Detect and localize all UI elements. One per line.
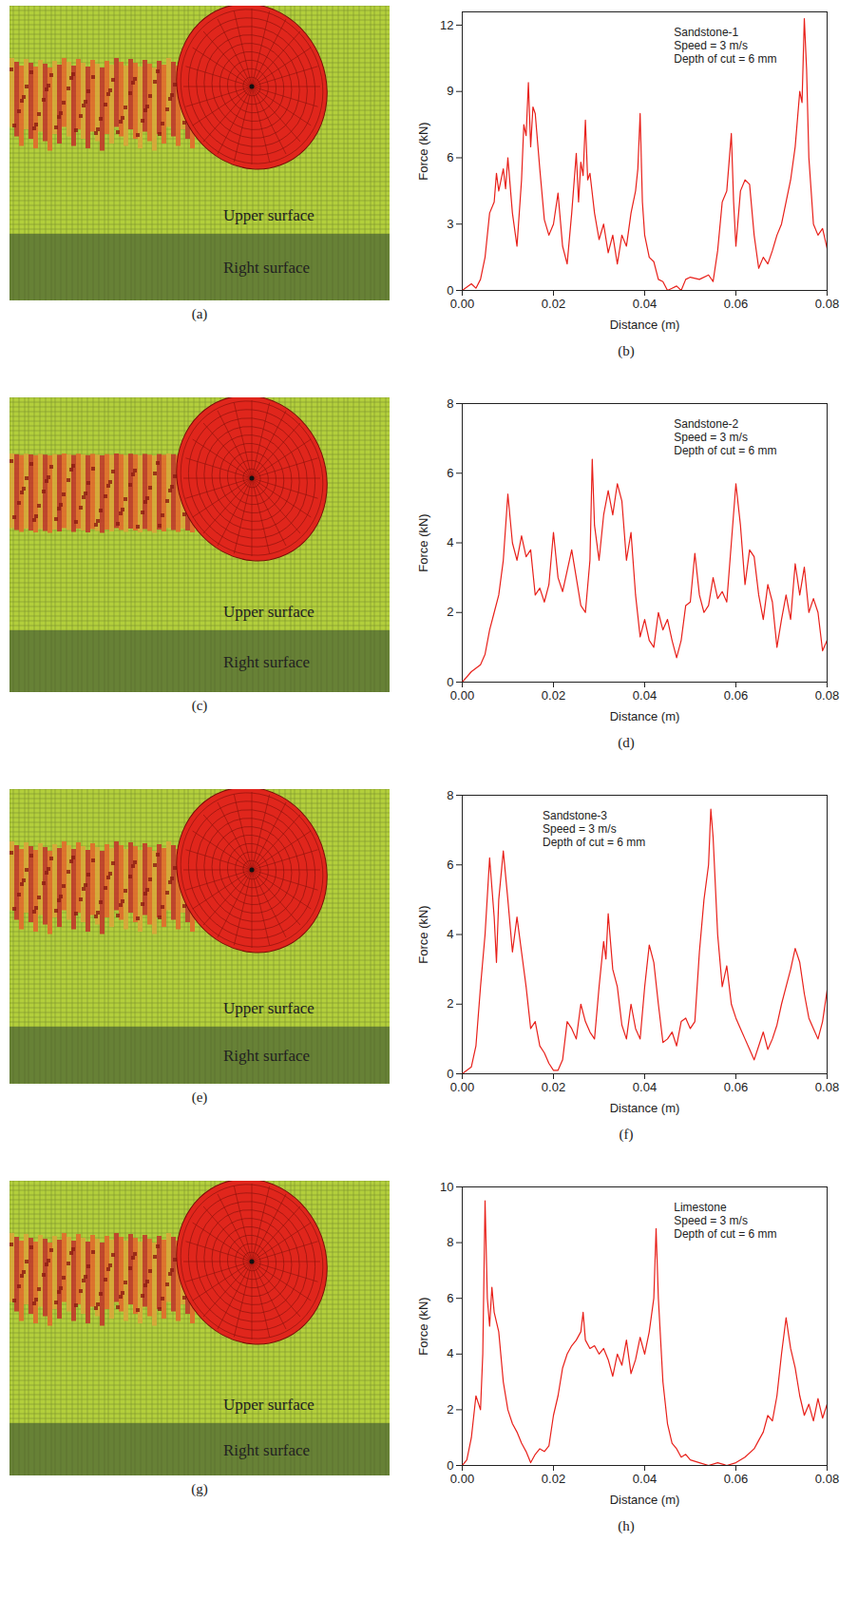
html-text:(d): (d): [617, 734, 635, 750]
svg-text:0.00: 0.00: [450, 1079, 475, 1094]
svg-text:Force (kN): Force (kN): [416, 1296, 431, 1354]
svg-text:Force (kN): Force (kN): [416, 513, 431, 572]
svg-text:0.06: 0.06: [724, 687, 748, 703]
svg-text:10: 10: [439, 1179, 454, 1194]
svg-text:4: 4: [446, 926, 454, 941]
svg-text:0.02: 0.02: [541, 1079, 566, 1094]
svg-text:8: 8: [446, 396, 454, 411]
svg-text:0.04: 0.04: [632, 1079, 657, 1094]
svg-text:Force (kN): Force (kN): [416, 121, 431, 180]
html-text:(c): (c): [191, 697, 208, 713]
svg-text:2: 2: [446, 1401, 454, 1416]
svg-text:0.04: 0.04: [632, 296, 657, 311]
svg-text:Right surface: Right surface: [223, 652, 310, 671]
svg-text:6: 6: [446, 1290, 454, 1305]
svg-text:8: 8: [446, 787, 454, 802]
html-text:(e): (e): [191, 1088, 208, 1105]
svg-text:0: 0: [446, 674, 454, 689]
svg-text:Upper surface: Upper surface: [223, 602, 315, 621]
svg-text:9: 9: [446, 83, 454, 98]
svg-text:Distance (m): Distance (m): [610, 317, 681, 332]
svg-text:0: 0: [446, 283, 454, 298]
svg-text:4: 4: [446, 534, 454, 550]
svg-text:0: 0: [446, 1066, 454, 1081]
svg-text:4: 4: [446, 1345, 454, 1360]
svg-text:0.06: 0.06: [724, 1470, 748, 1486]
svg-text:0.04: 0.04: [632, 1470, 657, 1486]
svg-text:2: 2: [446, 604, 454, 619]
svg-text:Upper surface: Upper surface: [223, 206, 315, 225]
svg-text:0.04: 0.04: [632, 687, 657, 703]
html-text:(g): (g): [191, 1480, 208, 1496]
html-text:(a): (a): [191, 305, 208, 322]
svg-text:0.00: 0.00: [450, 687, 475, 703]
svg-text:0: 0: [446, 1457, 454, 1472]
svg-text:Force (kN): Force (kN): [416, 904, 431, 963]
svg-text:0.02: 0.02: [541, 1470, 566, 1486]
svg-text:0.08: 0.08: [815, 296, 839, 311]
svg-text:0.02: 0.02: [541, 687, 566, 703]
svg-text:Right surface: Right surface: [223, 1440, 310, 1459]
svg-text:Distance (m): Distance (m): [610, 1100, 681, 1115]
svg-text:8: 8: [446, 1234, 454, 1249]
svg-text:Upper surface: Upper surface: [223, 1394, 315, 1413]
svg-text:Right surface: Right surface: [223, 1046, 310, 1065]
svg-text:6: 6: [446, 857, 454, 872]
svg-text:LimestoneSpeed = 3 m/sDepth of: LimestoneSpeed = 3 m/sDepth of cut = 6 m…: [673, 1200, 777, 1240]
svg-text:0.06: 0.06: [724, 296, 748, 311]
svg-text:0.06: 0.06: [724, 1079, 748, 1094]
svg-text:6: 6: [446, 150, 454, 165]
svg-text:Sandstone-2Speed = 3 m/sDepth: Sandstone-2Speed = 3 m/sDepth of cut = 6…: [673, 417, 777, 458]
svg-text:Sandstone-3Speed = 3 m/sDepth: Sandstone-3Speed = 3 m/sDepth of cut = 6…: [542, 808, 646, 849]
svg-text:0.00: 0.00: [450, 296, 475, 311]
svg-text:0.08: 0.08: [815, 1079, 839, 1094]
svg-text:12: 12: [439, 18, 454, 33]
svg-text:0.08: 0.08: [815, 687, 839, 703]
svg-text:Right surface: Right surface: [223, 258, 310, 277]
svg-text:0.00: 0.00: [450, 1470, 475, 1486]
svg-text:2: 2: [446, 995, 454, 1011]
html-text:(h): (h): [617, 1517, 635, 1533]
svg-text:6: 6: [446, 465, 454, 480]
svg-text:3: 3: [446, 216, 454, 231]
svg-text:Sandstone-1Speed = 3 m/sDepth: Sandstone-1Speed = 3 m/sDepth of cut = 6…: [673, 25, 777, 66]
svg-text:Upper surface: Upper surface: [223, 998, 315, 1017]
svg-text:Distance (m): Distance (m): [610, 1491, 681, 1507]
svg-text:Distance (m): Distance (m): [610, 708, 681, 724]
html-text:(f): (f): [619, 1125, 634, 1142]
svg-text:0.08: 0.08: [815, 1470, 839, 1486]
svg-text:0.02: 0.02: [541, 296, 566, 311]
html-text:(b): (b): [617, 343, 635, 359]
